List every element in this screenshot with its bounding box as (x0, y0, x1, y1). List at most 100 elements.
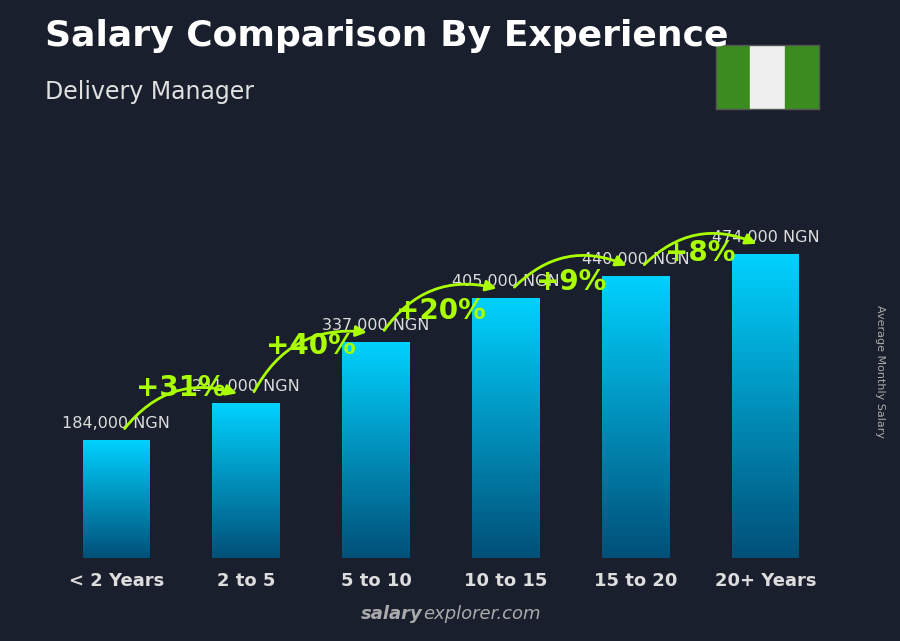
Bar (342, 463, 410, 466)
Bar (212, 430, 280, 432)
Bar (602, 537, 670, 540)
Bar (602, 346, 670, 349)
Bar (732, 379, 799, 383)
Bar (83, 450, 150, 451)
Bar (83, 474, 150, 475)
Bar (602, 497, 670, 501)
Bar (602, 469, 670, 473)
Bar (212, 513, 280, 515)
Bar (342, 433, 410, 436)
Bar (732, 417, 799, 421)
Bar (342, 401, 410, 404)
Bar (83, 534, 150, 536)
Bar (342, 385, 410, 388)
Bar (342, 493, 410, 495)
Bar (342, 450, 410, 453)
Bar (342, 525, 410, 528)
Bar (342, 366, 410, 369)
Bar (732, 455, 799, 459)
Bar (602, 529, 670, 533)
Bar (602, 427, 670, 431)
Bar (212, 432, 280, 434)
Bar (342, 487, 410, 490)
Bar (602, 276, 670, 279)
Bar (342, 515, 410, 517)
Bar (212, 517, 280, 519)
Bar (602, 483, 670, 487)
Bar (472, 515, 540, 519)
Bar (212, 436, 280, 438)
Bar (602, 370, 670, 374)
Bar (602, 431, 670, 435)
Bar (342, 412, 410, 415)
Bar (83, 512, 150, 513)
Bar (472, 428, 540, 431)
Bar (83, 493, 150, 494)
Bar (83, 470, 150, 472)
Bar (602, 410, 670, 413)
Bar (212, 512, 280, 513)
Bar (83, 462, 150, 463)
Bar (212, 483, 280, 485)
Bar (83, 531, 150, 533)
Bar (732, 296, 799, 299)
Bar (602, 491, 670, 494)
Bar (602, 441, 670, 445)
Bar (602, 321, 670, 325)
Bar (472, 483, 540, 487)
Bar (732, 368, 799, 372)
Bar (342, 406, 410, 409)
Bar (212, 542, 280, 544)
Bar (472, 503, 540, 506)
Bar (342, 390, 410, 393)
Bar (342, 512, 410, 515)
Bar (212, 451, 280, 453)
Bar (83, 463, 150, 465)
Bar (732, 402, 799, 406)
Bar (472, 324, 540, 328)
Bar (732, 550, 799, 554)
Bar (83, 449, 150, 450)
Bar (212, 424, 280, 426)
Bar (83, 503, 150, 504)
Bar (472, 487, 540, 490)
Bar (342, 506, 410, 509)
Bar (83, 517, 150, 518)
Bar (212, 554, 280, 556)
Bar (602, 311, 670, 314)
Bar (602, 551, 670, 554)
Bar (83, 552, 150, 553)
Bar (212, 426, 280, 428)
Bar (212, 409, 280, 411)
Bar (602, 325, 670, 328)
Bar (472, 340, 540, 344)
Bar (732, 520, 799, 524)
Text: Average Monthly Salary: Average Monthly Salary (875, 305, 886, 438)
Bar (732, 546, 799, 550)
Bar (83, 483, 150, 484)
Bar (732, 307, 799, 311)
Bar (212, 485, 280, 487)
Bar (602, 332, 670, 336)
Bar (472, 499, 540, 503)
Bar (342, 517, 410, 520)
Bar (83, 460, 150, 462)
Bar (342, 485, 410, 487)
Bar (83, 479, 150, 481)
Bar (472, 431, 540, 435)
Bar (602, 395, 670, 399)
Bar (83, 454, 150, 456)
Bar (83, 494, 150, 495)
Bar (212, 508, 280, 510)
Bar (342, 444, 410, 447)
Bar (732, 493, 799, 497)
Bar (212, 498, 280, 500)
Bar (83, 519, 150, 520)
Bar (602, 297, 670, 300)
Bar (342, 490, 410, 493)
Bar (732, 356, 799, 360)
Bar (83, 453, 150, 454)
Bar (732, 501, 799, 504)
Bar (212, 556, 280, 558)
Bar (602, 413, 670, 417)
